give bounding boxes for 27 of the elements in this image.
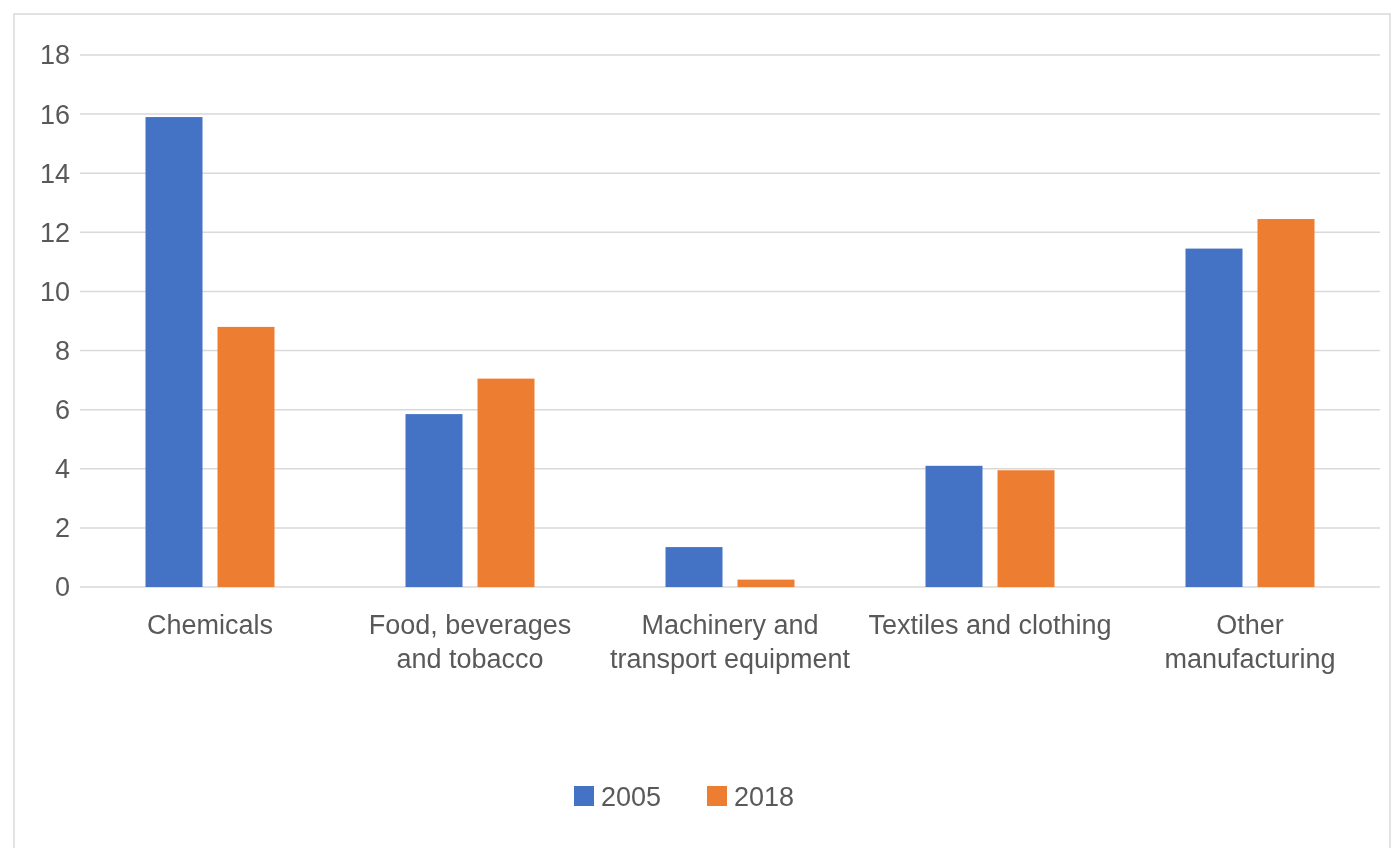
y-tick-label: 14 [39,158,70,189]
bar [477,378,535,587]
y-tick-label: 18 [39,40,70,71]
x-tick-label: Other manufacturing [1164,610,1336,674]
legend-label: 2005 [601,782,662,813]
bar [737,579,795,587]
x-tick-label: Textiles and clothing [868,610,1112,640]
x-tick-label: Machinery and transport equipment [609,610,851,674]
x-tick-label: Food, beverages and tobacco [368,610,572,674]
x-tick-label: Chemicals [146,610,274,640]
bar [217,326,275,587]
y-tick-label: 8 [54,336,70,367]
bar [405,414,463,587]
bar [925,465,983,587]
y-tick-label: 6 [54,395,70,426]
y-tick-label: 2 [54,513,70,544]
y-tick-label: 12 [39,217,70,248]
bar [1257,219,1315,587]
y-tick-label: 4 [54,454,70,485]
y-tick-label: 0 [54,572,70,603]
bar [1185,248,1243,587]
y-tick-label: 10 [39,276,70,307]
bar [665,547,723,587]
y-tick-label: 16 [39,99,70,130]
bar [997,470,1055,587]
bar [145,117,203,587]
legend-label: 2018 [734,782,795,813]
